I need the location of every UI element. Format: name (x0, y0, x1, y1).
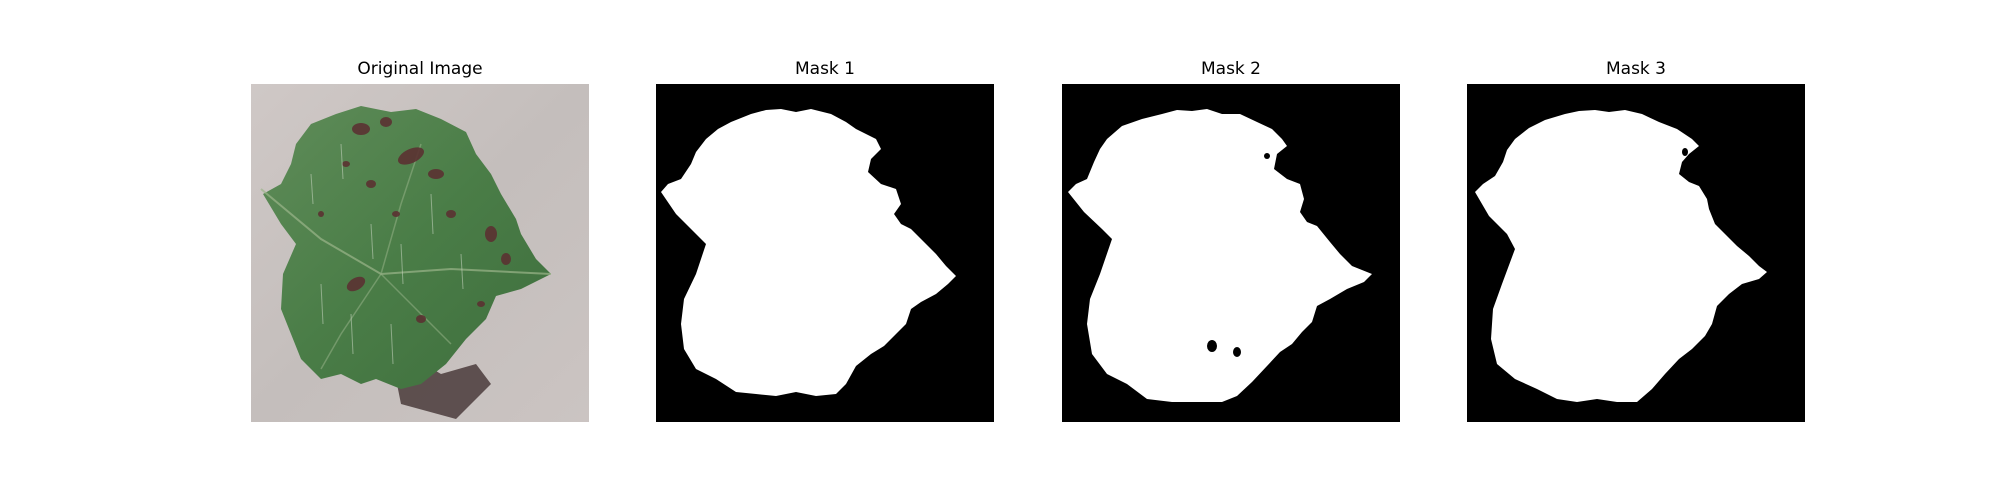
mask-1 (656, 84, 994, 422)
leaf-spots (318, 117, 511, 323)
leaf-photo (251, 84, 589, 422)
mask-2 (1062, 84, 1400, 422)
leaf-vein (380, 143, 422, 275)
mask-hole (1233, 347, 1241, 357)
leaf-vein (380, 273, 452, 345)
leaf-vein (320, 273, 382, 370)
original-image (251, 84, 589, 422)
mask-hole (1207, 340, 1217, 352)
mask-2-image (1062, 84, 1400, 422)
mask-3 (1467, 84, 1805, 422)
mask-foreground (1068, 109, 1372, 402)
panel-title-mask-2: Mask 2 (1200, 59, 1261, 79)
mask-hole (1264, 153, 1270, 159)
mask-1-image (656, 84, 994, 422)
panel-title-mask-3: Mask 3 (1605, 59, 1666, 79)
panel-title-original: Original Image (357, 59, 483, 79)
leaf-shape (263, 106, 551, 389)
mask-foreground (1475, 110, 1767, 402)
panel-title-mask-1: Mask 1 (794, 59, 855, 79)
leaf-highlights (310, 143, 464, 365)
mask-foreground (661, 109, 956, 396)
mask-hole (1682, 148, 1688, 156)
mask-3-image (1467, 84, 1805, 422)
